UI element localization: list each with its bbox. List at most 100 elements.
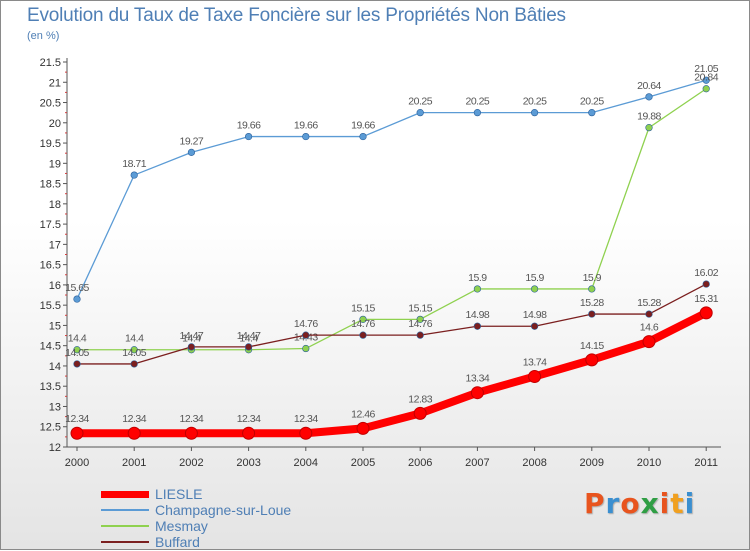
data-label: 12.34 <box>294 413 318 425</box>
chart-title: Evolution du Taux de Taxe Foncière sur l… <box>27 5 566 26</box>
data-label: 14.47 <box>237 330 261 342</box>
y-tick-label: 13.5 <box>40 381 61 393</box>
data-label: 20.25 <box>580 96 604 108</box>
data-point <box>73 295 81 303</box>
logo-letter: i <box>659 487 671 520</box>
data-label: 12.34 <box>180 413 204 425</box>
logo-letter: x <box>640 487 660 520</box>
data-label: 14.4 <box>182 333 201 345</box>
data-point <box>359 331 367 339</box>
legend-item: LIESLE <box>101 486 401 502</box>
data-point <box>359 132 367 141</box>
data-point <box>702 85 710 93</box>
data-point <box>302 331 310 339</box>
data-label: 18.71 <box>122 158 146 170</box>
data-point <box>73 346 81 354</box>
y-tick-label: 16 <box>49 280 61 292</box>
data-point <box>356 421 370 435</box>
data-point <box>645 93 653 101</box>
data-point <box>588 109 596 117</box>
data-label: 14.4 <box>68 333 87 345</box>
data-label: 20.25 <box>408 96 432 108</box>
y-tick-label: 13 <box>49 401 61 413</box>
data-label: 19.27 <box>180 135 204 147</box>
data-label: 15.15 <box>351 302 375 314</box>
data-point <box>530 109 539 117</box>
x-tick-label: 2008 <box>522 457 546 469</box>
data-point <box>127 426 141 440</box>
y-tick-label: 18.5 <box>40 179 61 191</box>
data-point <box>588 310 596 318</box>
data-label: 14.4 <box>239 333 258 345</box>
data-label: 15.15 <box>408 302 432 314</box>
data-point <box>299 426 313 440</box>
data-label: 14.98 <box>466 309 490 321</box>
y-tick-label: 15 <box>49 320 61 332</box>
logo-letter: t <box>670 487 685 520</box>
data-point <box>473 109 482 117</box>
y-tick-label: 19.5 <box>40 138 61 150</box>
y-tick-label: 19 <box>49 158 61 170</box>
data-label: 15.9 <box>583 272 602 284</box>
data-point <box>528 369 542 383</box>
data-label: 12.34 <box>65 413 89 425</box>
data-point <box>642 335 656 349</box>
series-line <box>76 283 707 365</box>
data-point <box>413 406 427 420</box>
data-label: 20.84 <box>694 72 718 84</box>
logo-letter: o <box>620 487 641 520</box>
y-unit-label: (en %) <box>27 30 60 42</box>
data-label: 14.4 <box>125 333 144 345</box>
legend-swatch <box>101 525 149 527</box>
legend-item: Champagne-sur-Loue <box>101 502 401 518</box>
data-point <box>130 360 138 368</box>
x-tick-label: 2011 <box>694 457 718 469</box>
data-point <box>645 310 653 318</box>
data-label: 21.05 <box>694 63 718 75</box>
series-mesmay: 14.414.414.414.414.4315.1515.1515.915.91… <box>68 72 719 354</box>
data-point <box>470 386 484 400</box>
data-point <box>187 343 195 351</box>
x-tick-label: 2010 <box>637 457 661 469</box>
data-point <box>702 280 710 288</box>
y-tick-label: 12 <box>49 442 61 454</box>
data-label: 16.02 <box>694 267 718 279</box>
series-line <box>76 79 707 300</box>
series-champagne-sur-loue: 15.65 18.71 19.27 19.66 19.66 19.66 20.25 20.25… <box>65 63 719 303</box>
y-tick-label: 21 <box>49 77 61 89</box>
proxiti-logo: Proxiti <box>584 487 695 520</box>
x-tick-label: 2004 <box>294 457 318 469</box>
data-label: 19.66 <box>294 120 318 132</box>
y-tick-label: 15.5 <box>40 300 61 312</box>
legend-swatch <box>101 491 149 498</box>
y-tick-label: 12.5 <box>40 422 61 434</box>
data-point <box>645 124 653 132</box>
data-point <box>302 344 310 353</box>
x-tick-label: 2002 <box>179 457 203 469</box>
y-tick-label: 20 <box>49 118 61 130</box>
data-label: 15.28 <box>637 297 661 309</box>
data-point <box>530 322 539 330</box>
data-label: 14.15 <box>580 340 604 352</box>
data-point <box>416 109 424 117</box>
x-tick-label: 2003 <box>236 457 260 469</box>
data-label: 15.28 <box>580 297 604 309</box>
legend-swatch <box>101 541 149 543</box>
data-point <box>184 426 198 440</box>
y-tick-label: 17.5 <box>40 219 61 231</box>
x-tick-label: 2009 <box>580 457 604 469</box>
data-label: 14.47 <box>180 330 204 342</box>
data-point <box>416 315 424 323</box>
y-tick-label: 16.5 <box>40 260 61 272</box>
series-line <box>76 88 707 351</box>
data-label: 12.46 <box>351 408 375 420</box>
y-tick-label: 14 <box>49 361 61 373</box>
data-label: 14.05 <box>65 347 89 359</box>
data-label: 14.98 <box>523 309 547 321</box>
data-point <box>245 132 253 141</box>
data-label: 15.9 <box>525 272 544 284</box>
y-tick-label: 18 <box>49 199 61 211</box>
logo-letter: i <box>684 487 696 520</box>
x-tick-label: 2001 <box>122 457 146 469</box>
data-point <box>530 285 539 293</box>
